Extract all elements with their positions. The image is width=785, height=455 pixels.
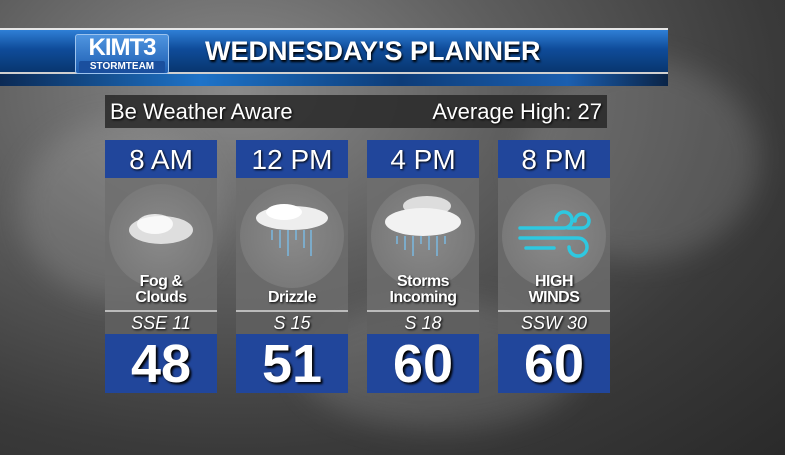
condition-text: HIGH WINDS: [528, 273, 580, 306]
title-banner: KIMT3 STORMTEAM WEDNESDAY'S PLANNER: [0, 28, 668, 86]
forecast-column: 8 PM HIGH WINDS SSW 30 60: [498, 140, 610, 394]
forecast-column: 4 PM Storms Incoming S 18 60: [367, 140, 479, 394]
condition-panel: Drizzle: [236, 178, 348, 310]
condition-panel: HIGH WINDS: [498, 178, 610, 310]
page-title: WEDNESDAY'S PLANNER: [205, 36, 541, 66]
forecast-column: 12 PM Drizzle S 15 51: [236, 140, 348, 394]
temperature-value: 51: [236, 334, 348, 394]
condition-label: HIGH WINDS: [498, 274, 610, 306]
banner-stripe: [0, 72, 668, 86]
condition-label: Storms Incoming: [367, 274, 479, 306]
forecast-column: 8 AM Fog & Clouds SSE 11 48: [105, 140, 217, 394]
wind-value: S 15: [236, 310, 348, 334]
wind-value: SSW 30: [498, 310, 610, 334]
condition-label: Fog & Clouds: [105, 274, 217, 306]
condition-panel: Storms Incoming: [367, 178, 479, 310]
logo-text: KIMT3: [88, 34, 157, 61]
info-bar: Be Weather Aware Average High: 27: [105, 95, 607, 128]
condition-panel: Fog & Clouds: [105, 178, 217, 310]
forecast-time: 8 PM: [498, 140, 610, 178]
condition-label: Drizzle: [236, 290, 348, 306]
forecast-time: 4 PM: [367, 140, 479, 178]
fog-cloud-icon: [129, 214, 193, 244]
logo-subtext: STORMTEAM: [79, 61, 165, 73]
forecast-time: 12 PM: [236, 140, 348, 178]
condition-text: Drizzle: [267, 289, 317, 306]
alert-message: Be Weather Aware: [110, 99, 293, 124]
wind-icon: [518, 210, 591, 258]
condition-text: Storms Incoming: [389, 273, 457, 306]
temperature-value: 60: [498, 334, 610, 394]
temperature-value: 48: [105, 334, 217, 394]
condition-text: Fog & Clouds: [135, 273, 187, 306]
wind-value: SSE 11: [105, 310, 217, 334]
forecast-time: 8 AM: [105, 140, 217, 178]
wind-value: S 18: [367, 310, 479, 334]
drizzle-icon: [256, 204, 328, 256]
station-logo: KIMT3 STORMTEAM: [75, 34, 169, 74]
banner-bar: KIMT3 STORMTEAM WEDNESDAY'S PLANNER: [0, 28, 668, 74]
average-high: Average High: 27: [432, 99, 602, 124]
icon-backdrop: [502, 184, 606, 288]
thunderstorm-icon: [385, 196, 461, 256]
icon-backdrop: [240, 184, 344, 288]
temperature-value: 60: [367, 334, 479, 394]
